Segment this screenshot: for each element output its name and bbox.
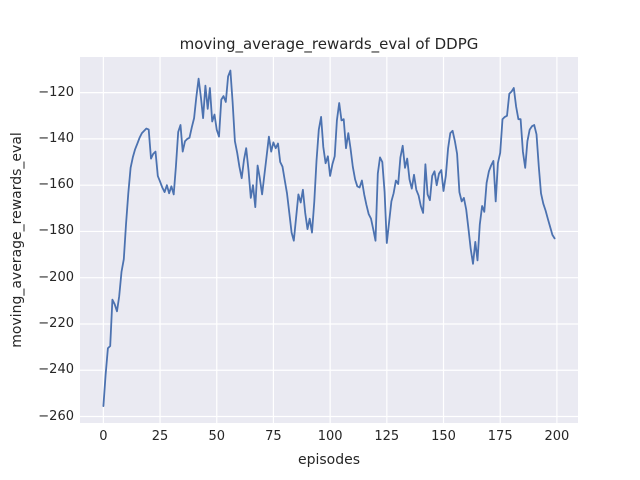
plot-area [80, 57, 578, 423]
x-tick-label: 125 [374, 429, 400, 444]
x-tick-label: 150 [431, 429, 456, 444]
y-tick-label: −240 [38, 362, 74, 378]
x-tick-label: 0 [99, 429, 108, 444]
reward-line [102, 69, 556, 408]
y-tick-label: −120 [38, 84, 74, 100]
chart-title: moving_average_rewards_eval of DDPG [179, 35, 479, 53]
y-tick-label: −220 [38, 315, 74, 331]
x-tick-label: 100 [317, 429, 343, 444]
y-tick-label: −180 [38, 223, 74, 239]
y-tick-label: −140 [38, 130, 74, 146]
y-tick-label: −200 [38, 269, 74, 285]
plot-svg [80, 57, 578, 423]
gridlines [80, 57, 578, 423]
x-tick-label: 200 [544, 429, 570, 444]
x-tick-label: 175 [487, 429, 513, 444]
x-tick-label: 50 [208, 429, 225, 444]
y-tick-label: −160 [38, 177, 74, 193]
y-axis-label: moving_average_rewards_eval [9, 132, 25, 348]
x-axis-label: episodes [297, 452, 361, 468]
y-tick-label: −260 [38, 408, 74, 424]
x-tick-label: 75 [265, 429, 282, 444]
x-tick-label: 25 [151, 429, 169, 444]
